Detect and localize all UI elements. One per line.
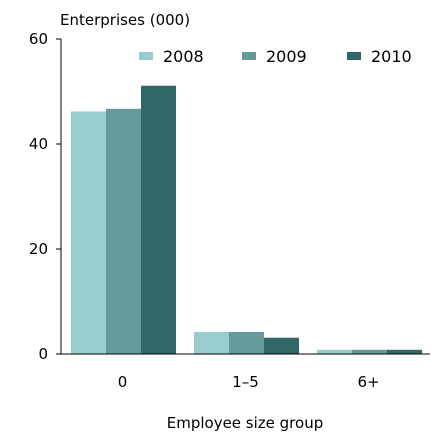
bar-2008-0 bbox=[71, 111, 106, 354]
bars bbox=[71, 85, 422, 354]
x-tick-label: 0 bbox=[118, 373, 128, 391]
bar-2010-6+ bbox=[387, 349, 422, 354]
bar-2010-1–5 bbox=[264, 337, 299, 354]
legend-swatch-2010 bbox=[347, 52, 361, 60]
bar-2010-0 bbox=[141, 85, 176, 354]
y-axis: 0 20 40 60 bbox=[29, 30, 62, 363]
y-tick-label: 40 bbox=[29, 135, 48, 153]
legend-swatch-2008 bbox=[139, 52, 153, 60]
x-axis: 0 1–5 6+ bbox=[61, 353, 430, 391]
y-axis-title: Enterprises (000) bbox=[60, 11, 190, 29]
bar-2008-1–5 bbox=[194, 331, 229, 354]
x-axis-title: Employee size group bbox=[167, 414, 323, 432]
legend-label-2009: 2009 bbox=[266, 47, 307, 66]
x-tick-label: 1–5 bbox=[232, 373, 259, 391]
legend-label-2010: 2010 bbox=[371, 47, 412, 66]
y-tick-label: 20 bbox=[29, 240, 48, 258]
y-tick-label: 0 bbox=[38, 345, 48, 363]
bar-2008-6+ bbox=[317, 349, 352, 354]
legend-label-2008: 2008 bbox=[163, 47, 204, 66]
legend: 2008 2009 2010 bbox=[139, 47, 412, 66]
bar-2009-0 bbox=[106, 108, 141, 354]
bar-2009-6+ bbox=[352, 349, 387, 354]
legend-swatch-2009 bbox=[242, 52, 256, 60]
bar-2009-1–5 bbox=[229, 331, 264, 354]
y-tick-label: 60 bbox=[29, 30, 48, 48]
x-tick-label: 6+ bbox=[357, 373, 379, 391]
